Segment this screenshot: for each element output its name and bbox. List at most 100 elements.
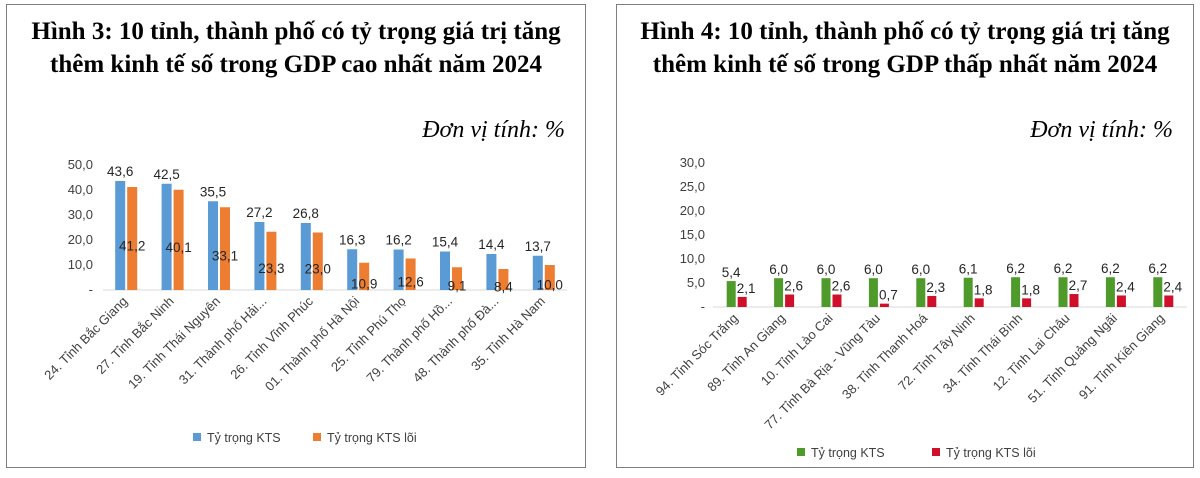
legend-label: Tỷ trọng KTS [811,446,885,460]
data-label-series-1: 6,2 [1006,261,1025,276]
bar-series-1 [115,181,126,290]
y-tick-label: 25,0 [680,179,705,194]
bar-series-1 [868,278,878,307]
bar-series-2 [173,189,184,290]
data-label-series-2: 23,3 [258,261,284,276]
bar-series-1 [161,183,172,290]
data-label-series-1: 6,1 [959,262,978,277]
y-tick-label: 30,0 [68,207,93,222]
x-category-label: 38. Tỉnh Thanh Hoá [839,310,931,402]
data-label-series-2: 2,7 [1069,278,1088,293]
y-tick-label: - [701,299,705,314]
bar-series-2 [927,295,937,307]
chart-panel-top-lowest: Hình 4: 10 tỉnh, thành phố có tỷ trọng g… [616,4,1194,468]
data-label-series-2: 1,8 [1021,282,1040,297]
data-label-series-2: 2,1 [737,281,756,296]
data-label-series-2: 9,1 [448,279,467,294]
bar-chart-highest: - 10,0 20,0 30,0 40,0 50,0 43,6 41,2 24. Tỉnh Bắ… [41,157,567,445]
bar-series-2 [1164,295,1174,307]
data-label-series-2: 8,4 [494,280,513,295]
unit-label: Đơn vị tính: % [1030,117,1173,143]
data-label-series-2: 1,8 [974,282,993,297]
legend-label: Tỷ trọng KTS [207,431,281,445]
y-tick-label: 50,0 [68,157,93,172]
bar-series-2 [832,294,842,307]
bar-series-1 [532,255,543,290]
x-category-label: 51. Tỉnh Quảng Ngãi [1025,310,1120,405]
bar-series-1 [440,251,450,290]
x-category-label: 34. Tỉnh Thái Bình [940,311,1025,396]
x-category-label: 91. Tỉnh Kiên Giang [1076,311,1168,403]
bar-chart-lowest: - 5,0 10,0 15,0 20,0 25,0 30,0 5,42,1 94. Tỉnh S… [653,155,1187,460]
data-label-series-1: 5,4 [722,265,741,280]
bar-series-1 [254,222,265,290]
x-category-label: 79. Thành phố Hồ... [363,294,455,386]
bar-series-1 [963,277,973,307]
bar-series-2 [220,207,230,290]
data-label-series-1: 35,5 [200,184,226,199]
data-label-series-2: 12,6 [397,274,423,289]
y-tick-label: 30,0 [680,155,705,170]
legend-label: Tỷ trọng KTS lõi [946,446,1036,460]
data-label-series-1: 42,5 [153,167,179,182]
data-label-series-2: 23,0 [305,261,331,276]
bar-series-1 [774,278,784,307]
bar-series-1 [486,254,497,290]
data-label-series-2: 10,9 [351,276,377,291]
data-label-series-1: 14,4 [478,237,505,252]
chart-title: Hình 3: 10 tỉnh, thành phố có tỷ trọng g… [31,18,561,78]
data-label-series-2: 2,6 [832,279,851,294]
x-category-label: 26. Tỉnh Vĩnh Phúc [227,293,316,382]
data-label-series-2: 33,1 [212,249,238,264]
x-category-label: 24. Tỉnh Bắc Giang [41,294,130,383]
y-tick-label: 40,0 [68,182,93,197]
data-label-series-1: 43,6 [107,164,133,179]
x-category-label: 19. Tỉnh Thái Nguyên [125,294,223,392]
bar-series-2 [785,294,795,307]
y-tick-label: - [89,282,93,297]
legend-swatch [193,433,201,441]
bar-series-2 [312,232,323,290]
data-label-series-2: 40,1 [165,240,191,255]
bar-series-1 [1058,277,1068,307]
bar-series-1 [821,278,831,307]
chart-panel-top-highest: Hình 3: 10 tỉnh, thành phố có tỷ trọng g… [6,4,586,468]
y-tick-label: 5,0 [687,275,705,290]
data-label-series-2: 2,4 [1163,279,1182,294]
y-tick-label: 10,0 [680,251,705,266]
bar-series-1 [916,278,926,307]
bar-series-1 [393,249,404,290]
legend-swatch [313,433,321,441]
data-label-series-1: 6,0 [911,262,930,277]
data-label-series-2: 10,0 [537,278,563,293]
data-label-series-1: 27,2 [246,205,272,220]
data-label-series-1: 6,0 [769,262,788,277]
legend-swatch [932,448,940,456]
x-category-label: 31. Thành phố Hải... [176,294,270,388]
data-label-series-2: 41,2 [119,239,145,254]
bar-series-2 [544,265,555,290]
data-label-series-1: 26,8 [293,206,319,221]
bar-series-2 [266,231,277,290]
data-label-series-2: 2,3 [926,280,945,295]
bar-series-2 [1069,294,1079,307]
legend-label: Tỷ trọng KTS lõi [327,431,417,445]
bar-series-2 [879,303,889,307]
x-category-label: 48. Thành phố Đà... [410,294,502,386]
bar-series-2 [1116,295,1126,307]
bar-series-2 [737,296,747,307]
chart-title: Hình 4: 10 tỉnh, thành phố có tỷ trọng g… [640,18,1170,78]
data-label-series-1: 16,3 [339,232,365,247]
unit-label: Đơn vị tính: % [422,117,565,143]
data-label-series-1: 6,2 [1054,261,1073,276]
bar-series-1 [1011,277,1021,307]
bar-series-2 [498,269,509,290]
y-tick-label: 10,0 [68,257,93,272]
bar-series-2 [127,187,138,290]
data-label-series-1: 6,2 [1101,261,1120,276]
bar-series-1 [1105,277,1115,307]
bar-series-2 [359,262,370,290]
data-label-series-2: 2,6 [784,279,803,294]
y-tick-label: 15,0 [680,227,705,242]
data-label-series-1: 15,4 [432,235,459,250]
